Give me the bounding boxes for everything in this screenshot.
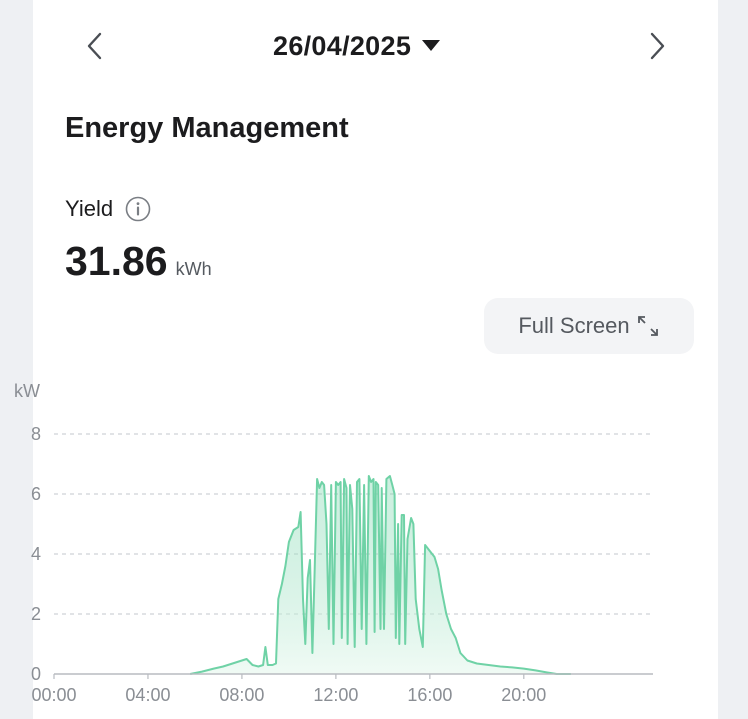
full-screen-button[interactable]: Full Screen xyxy=(484,298,694,354)
power-series-line xyxy=(190,475,571,675)
chevron-left-icon xyxy=(87,32,102,60)
power-chart: kW 0 2 4 6 8 00:00 04:00 08:00 12:00 16:00 20:00 xyxy=(14,381,653,705)
next-day-button[interactable] xyxy=(639,28,675,64)
yield-label: Yield xyxy=(65,196,114,221)
y-tick-label: 0 xyxy=(31,664,41,684)
y-tick-label: 6 xyxy=(31,484,41,504)
y-tick-label: 8 xyxy=(31,424,41,444)
x-tick-label: 04:00 xyxy=(125,685,170,705)
expand-icon xyxy=(637,316,658,336)
full-screen-label: Full Screen xyxy=(518,313,630,338)
y-tick-label: 4 xyxy=(31,544,41,564)
previous-day-button[interactable] xyxy=(77,28,113,64)
caret-down-icon xyxy=(422,40,441,51)
chevron-right-icon xyxy=(650,32,665,60)
yield-value: 31.86 xyxy=(65,238,168,284)
yield-value-row: 31.86 kWh xyxy=(65,238,212,285)
x-tick-label: 08:00 xyxy=(219,685,264,705)
date-navigator: 26/04/2025 xyxy=(33,18,718,74)
x-tick-label: 12:00 xyxy=(313,685,358,705)
yield-header: Yield xyxy=(65,196,151,222)
x-tick-label: 00:00 xyxy=(31,685,76,705)
section-title: Energy Management xyxy=(65,112,349,144)
y-axis-unit-label: kW xyxy=(14,381,40,401)
info-icon[interactable] xyxy=(125,196,151,222)
x-tick-label: 20:00 xyxy=(501,685,546,705)
y-tick-label: 2 xyxy=(31,604,41,624)
yield-unit: kWh xyxy=(175,259,212,279)
date-picker[interactable]: 26/04/2025 xyxy=(273,30,441,62)
current-date: 26/04/2025 xyxy=(273,30,412,61)
power-area-fill xyxy=(190,476,571,674)
x-tick-label: 16:00 xyxy=(407,685,452,705)
